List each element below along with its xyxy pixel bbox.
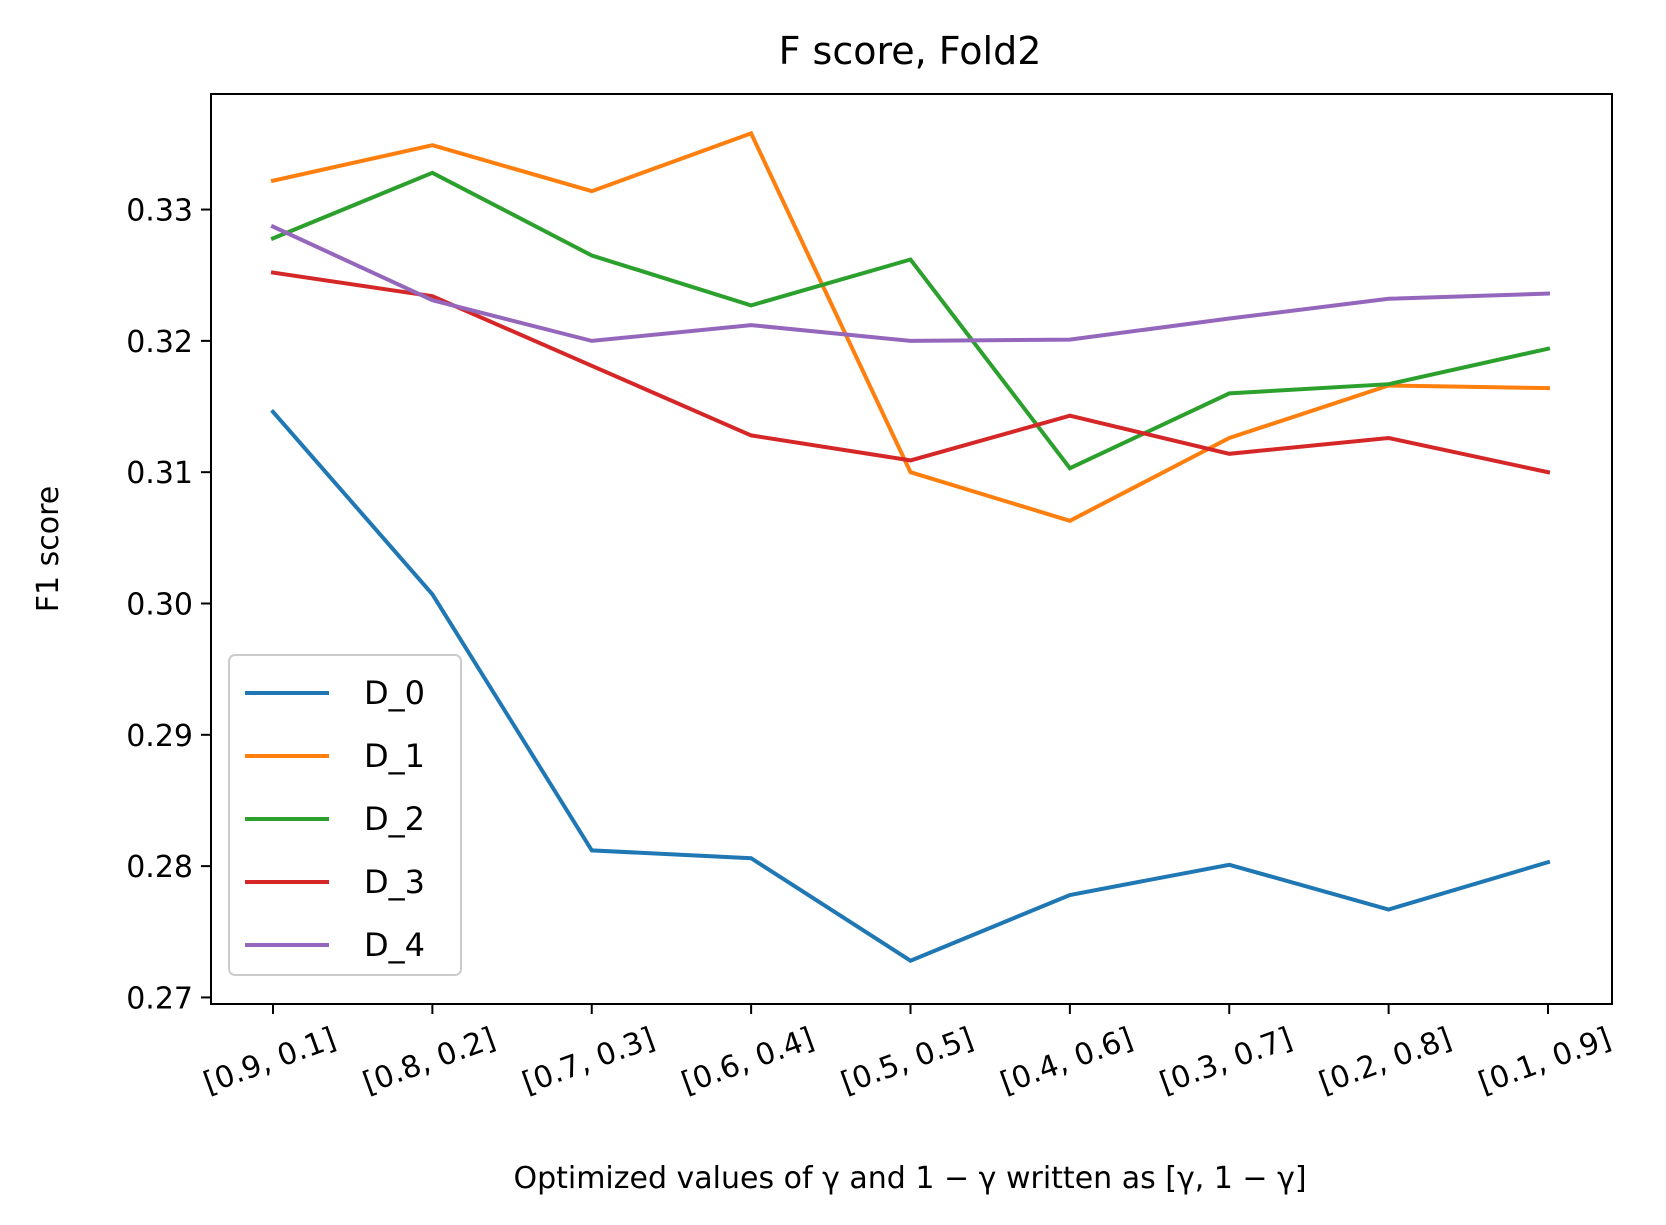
- chart-legend: D_0 D_1 D_2 D_3 D_4: [228, 654, 462, 976]
- chart-title: F score, Fold2: [779, 29, 1042, 73]
- series-line-d-4: [270, 223, 1551, 343]
- legend-label: D_0: [364, 674, 425, 712]
- legend-label: D_1: [364, 737, 425, 775]
- y-tick-label: 0.27: [126, 981, 193, 1016]
- legend-box: [228, 654, 462, 976]
- y-tick-label: 0.33: [126, 194, 193, 229]
- series-line-d-2: [270, 170, 1551, 471]
- series-line-d-1: [270, 130, 1551, 523]
- y-tick-label: 0.32: [126, 325, 193, 360]
- y-tick-label: 0.31: [126, 456, 193, 491]
- y-axis: 0.27 0.28 0.29 0.30 0.31 0.32 0.33: [126, 194, 211, 1016]
- plot-data-layer: [270, 130, 1551, 963]
- y-tick-label: 0.28: [126, 850, 193, 885]
- series-line-d-3: [270, 270, 1551, 475]
- series-line-d-0: [270, 408, 1551, 963]
- y-tick-label: 0.29: [126, 719, 193, 754]
- y-tick-label: 0.30: [126, 587, 193, 622]
- legend-label: D_3: [364, 863, 425, 901]
- legend-label: D_2: [364, 800, 425, 838]
- legend-label: D_4: [364, 926, 425, 964]
- y-axis-label: F1 score: [31, 486, 66, 613]
- x-axis-label: Optimized values of γ and 1 − γ written …: [513, 1161, 1306, 1196]
